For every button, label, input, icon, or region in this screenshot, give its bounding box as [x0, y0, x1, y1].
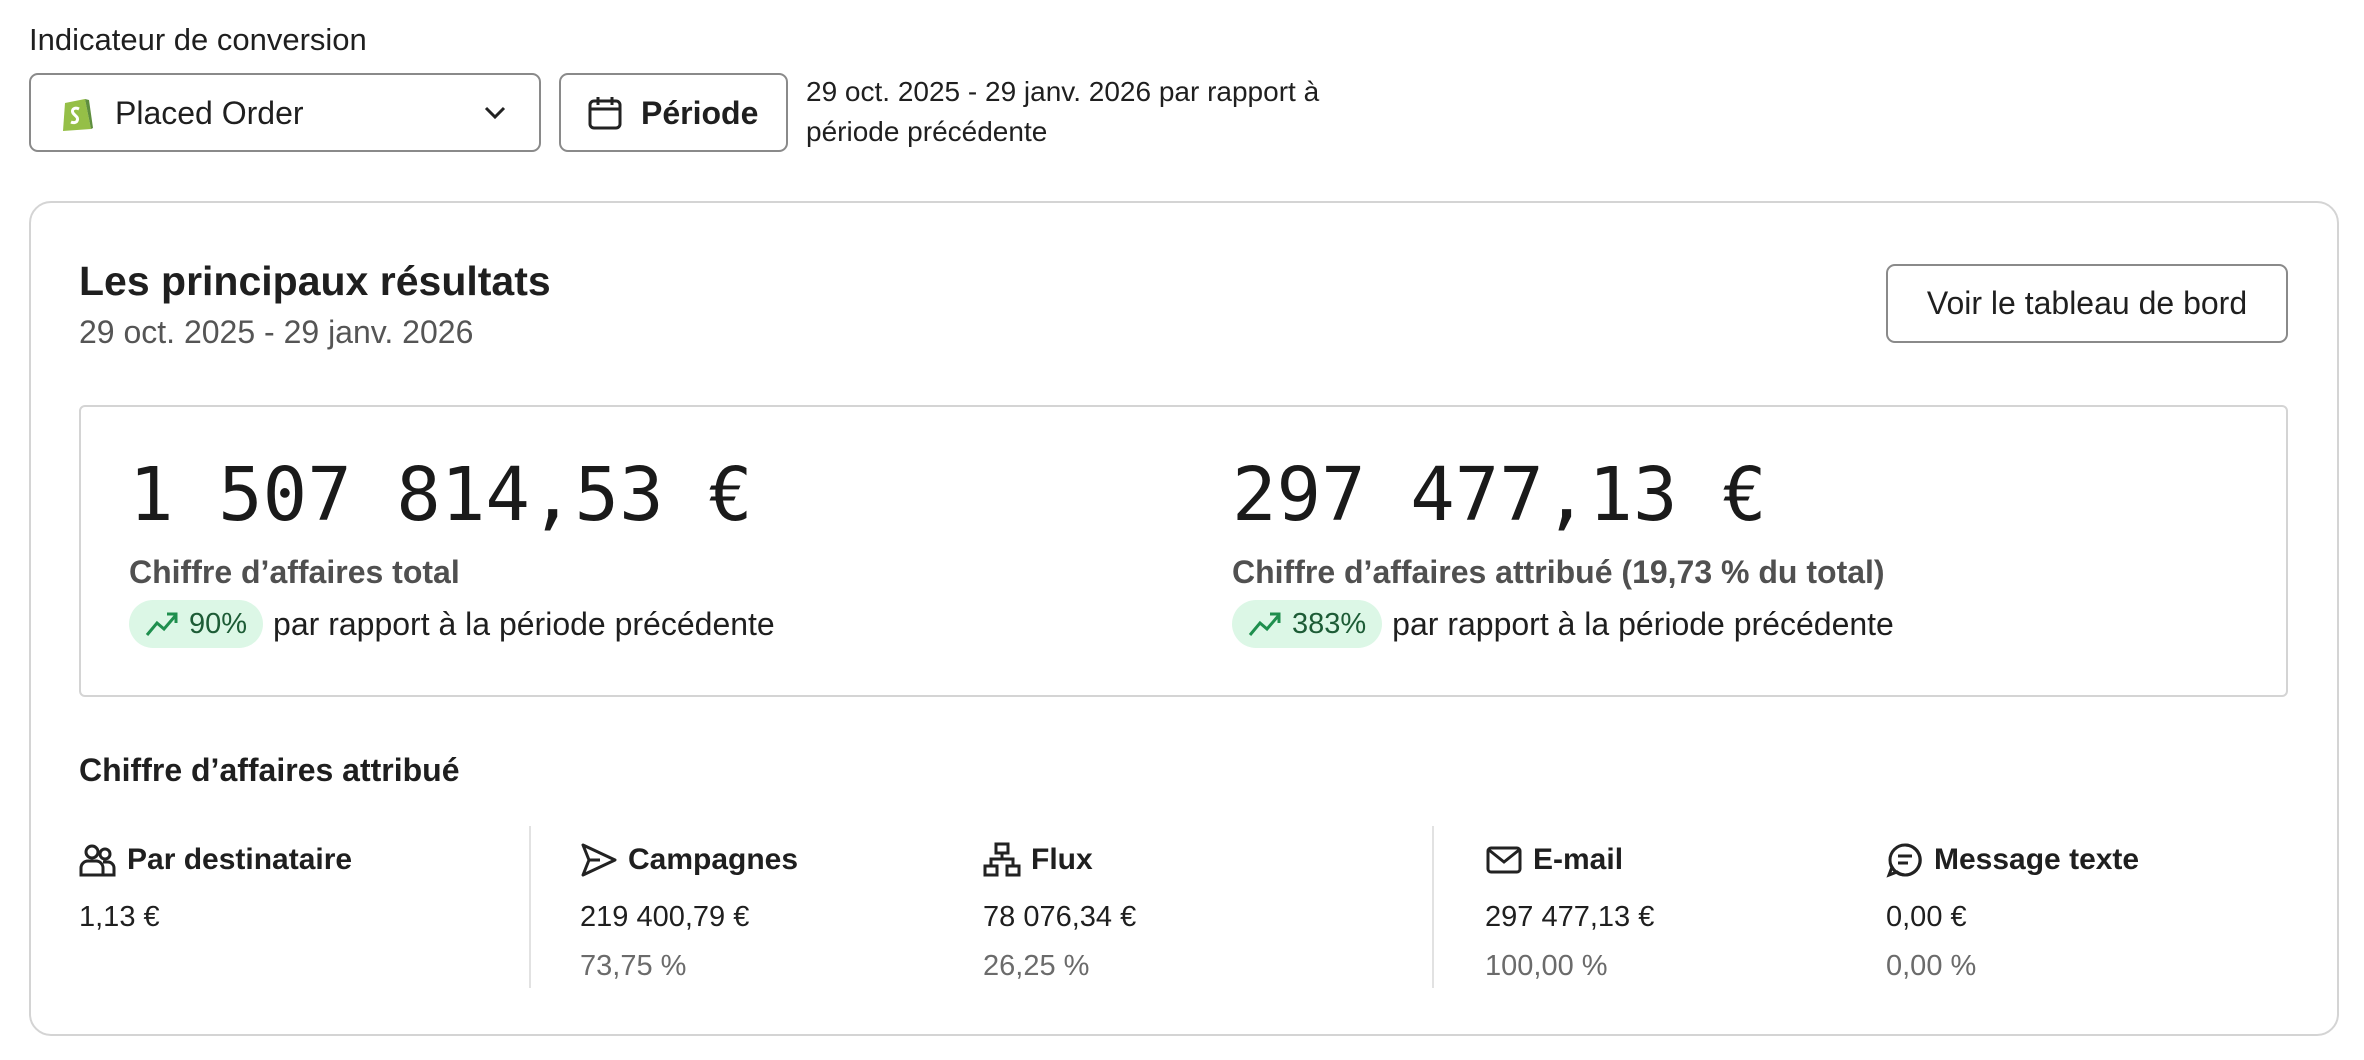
comparison-text: par rapport à la période précédente — [1392, 606, 1894, 642]
column-title-text: Par destinataire — [127, 843, 353, 876]
divider — [1432, 826, 1434, 988]
column-title: E-mail — [1485, 842, 1623, 878]
column-title: Campagnes — [580, 842, 798, 878]
kpi-label: Chiffre d’affaires attribué (19,73 % du … — [1232, 554, 1885, 590]
column-share: 0,00 % — [1886, 950, 1977, 982]
column-title: Par destinataire — [79, 842, 352, 878]
column-value: 1,13 € — [79, 901, 160, 933]
filter-label: Indicateur de conversion — [29, 22, 367, 57]
kpi-box — [79, 405, 2288, 697]
metric-select[interactable]: Placed Order — [29, 73, 541, 152]
card-title: Les principaux résultats — [79, 258, 551, 304]
trend-up-icon — [145, 612, 178, 636]
results-card — [29, 201, 2339, 1036]
metric-value: Placed Order — [115, 95, 304, 131]
change-badge: 383% — [1232, 600, 1383, 648]
range-text: période précédente — [806, 116, 1048, 147]
change-value: 383% — [1292, 607, 1367, 640]
column-title-text: Flux — [1031, 843, 1093, 876]
shopify-icon — [63, 99, 93, 131]
period-button-label: Période — [641, 95, 759, 131]
card-subtitle: 29 oct. 2025 - 29 janv. 2026 — [79, 314, 474, 350]
column-title-text: Message texte — [1934, 843, 2140, 876]
column-value: 297 477,13 € — [1485, 901, 1655, 933]
change-badge: 90% — [129, 600, 264, 648]
column-value: 0,00 € — [1886, 901, 1967, 933]
column-value: 219 400,79 € — [580, 901, 750, 933]
change-value: 90% — [189, 607, 248, 640]
kpi-value: 297 477,13 € — [1232, 452, 1767, 538]
column-share: 73,75 % — [580, 950, 687, 982]
comparison-text: par rapport à la période précédente — [273, 606, 775, 642]
column-share: 100,00 % — [1485, 950, 1608, 982]
trend-up-icon — [1248, 612, 1281, 636]
column-title-text: Campagnes — [628, 843, 799, 876]
range-text: 29 oct. 2025 - 29 janv. 2026 par rapport… — [806, 76, 1320, 107]
attributed-heading: Chiffre d’affaires attribué — [79, 752, 460, 788]
kpi-value: 1 507 814,53 € — [129, 452, 753, 538]
divider — [529, 826, 531, 988]
column-share: 26,25 % — [983, 950, 1090, 982]
dashboard-button[interactable]: Voir le tableau de bord — [1886, 264, 2288, 343]
column-title: Message texte — [1886, 842, 2139, 878]
period-button[interactable]: Période — [559, 73, 788, 152]
kpi-label: Chiffre d’affaires total — [129, 554, 460, 590]
column-title-text: E-mail — [1533, 843, 1624, 876]
column-title: Flux — [983, 842, 1093, 878]
column-value: 78 076,34 € — [983, 901, 1137, 933]
calendar-icon — [588, 97, 622, 130]
chevron-icon — [484, 106, 506, 120]
